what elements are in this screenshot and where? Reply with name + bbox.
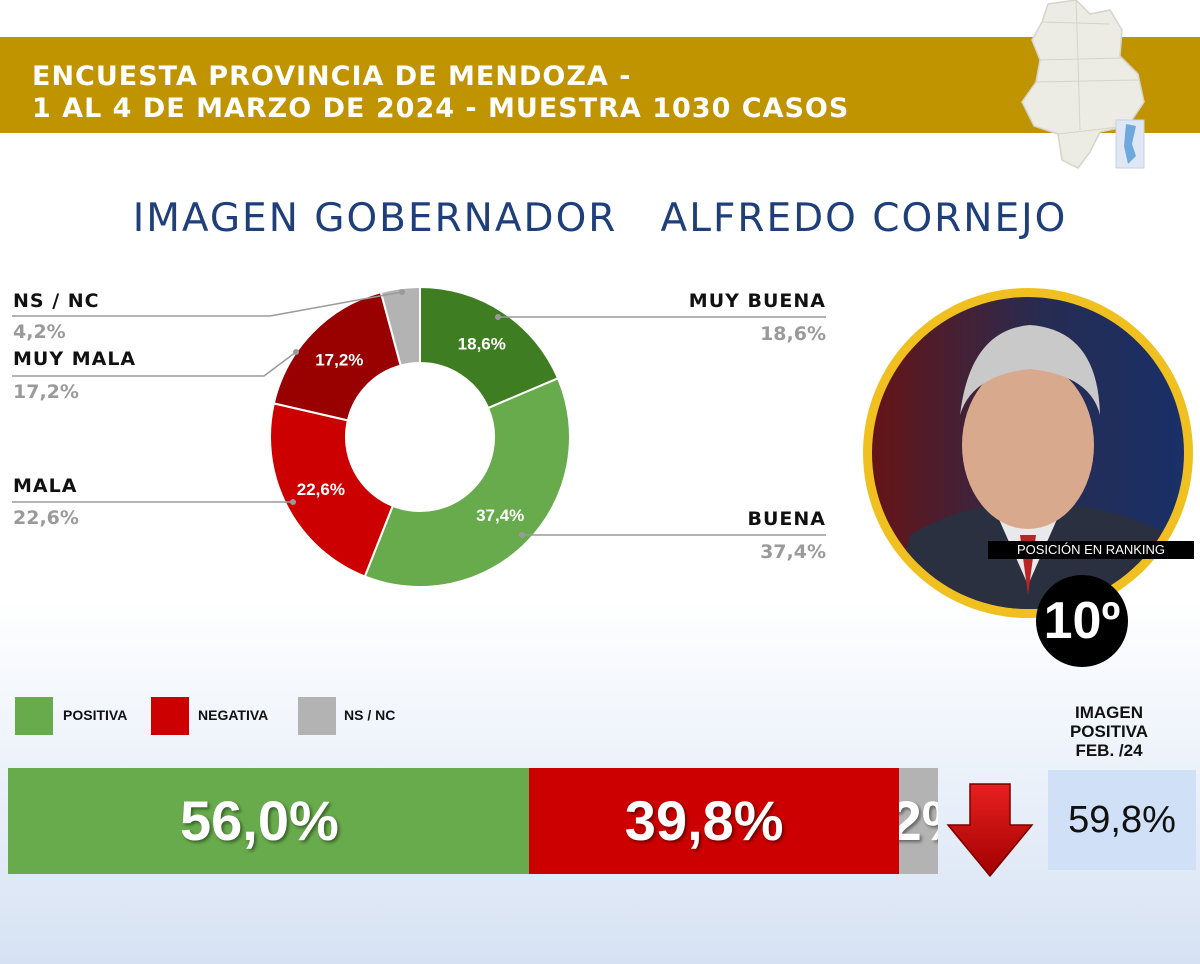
previous-title: IMAGEN POSITIVA FEB. /24 (1069, 703, 1149, 760)
label-buena: BUENA (747, 508, 826, 530)
header-banner: ENCUESTA PROVINCIA DE MENDOZA - 1 AL 4 D… (0, 37, 1200, 133)
governor-photo (863, 288, 1193, 618)
ranking-badge: 10º (1036, 575, 1128, 667)
header-line-1: ENCUESTA PROVINCIA DE MENDOZA - (32, 61, 632, 92)
legend-label-negativa: NEGATIVA (198, 707, 269, 723)
legend-swatch-positiva (15, 697, 53, 735)
bar-label-positiva: 56,0% (180, 789, 339, 852)
bar-label-negativa: 39,8% (624, 789, 784, 852)
leader-line-muy-mala (12, 351, 297, 377)
previous-value: 59,8% (1048, 770, 1196, 870)
value-muy-buena: 18,6% (760, 323, 826, 345)
donut-slice-ns-nc (379, 285, 421, 367)
leader-line-ns-nc (12, 291, 403, 317)
label-mala: MALA (13, 475, 78, 497)
value-mala: 22,6% (13, 507, 79, 529)
value-ns-nc: 4,2% (13, 321, 66, 343)
donut-slice-label: 37,4% (476, 506, 524, 525)
bar-ns-nc: 4,2% (898, 768, 938, 874)
donut-slice-label: 17,2% (315, 350, 363, 369)
bar-negativa: 39,8% (528, 768, 899, 874)
ranking-label: POSICIÓN EN RANKING (988, 541, 1194, 559)
donut-slice-muy-buena (419, 285, 560, 410)
legend-label-positiva: POSITIVA (63, 707, 128, 723)
header-line-2: 1 AL 4 DE MARZO DE 2024 - MUESTRA 1030 C… (32, 93, 850, 124)
legend-label-ns-nc: NS / NC (344, 707, 396, 723)
chart-title: IMAGEN GOBERNADOR ALFREDO CORNEJO (132, 196, 1068, 241)
value-muy-mala: 17,2% (13, 381, 79, 403)
donut-slice-label: 22,6% (297, 480, 345, 499)
label-ns-nc: NS / NC (13, 290, 100, 312)
label-muy-buena: MUY BUENA (688, 290, 826, 312)
legend-swatch-ns-nc (298, 697, 336, 735)
bar-positiva: 56,0% (8, 768, 529, 874)
mendoza-map-icon (1021, 0, 1145, 169)
value-buena: 37,4% (760, 541, 826, 563)
label-muy-mala: MUY MALA (13, 348, 137, 370)
donut-slice-mala (269, 402, 395, 578)
bar-label-ns-nc: 4,2% (898, 789, 938, 852)
donut-slice-label: 18,6% (458, 335, 506, 354)
donut-slice-buena (363, 376, 571, 588)
legend-swatch-negativa (151, 697, 189, 735)
